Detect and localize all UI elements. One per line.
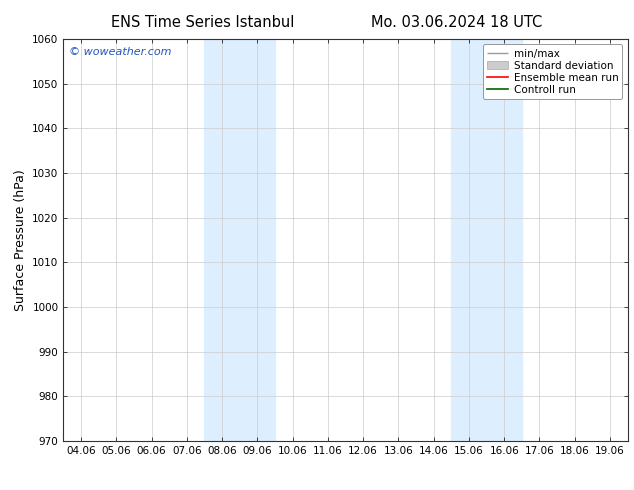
Text: © woweather.com: © woweather.com — [69, 47, 172, 57]
Y-axis label: Surface Pressure (hPa): Surface Pressure (hPa) — [14, 169, 27, 311]
Text: Mo. 03.06.2024 18 UTC: Mo. 03.06.2024 18 UTC — [371, 15, 542, 30]
Text: ENS Time Series Istanbul: ENS Time Series Istanbul — [111, 15, 295, 30]
Bar — [451, 39, 522, 441]
Bar — [204, 39, 275, 441]
Legend: min/max, Standard deviation, Ensemble mean run, Controll run: min/max, Standard deviation, Ensemble me… — [483, 45, 623, 99]
